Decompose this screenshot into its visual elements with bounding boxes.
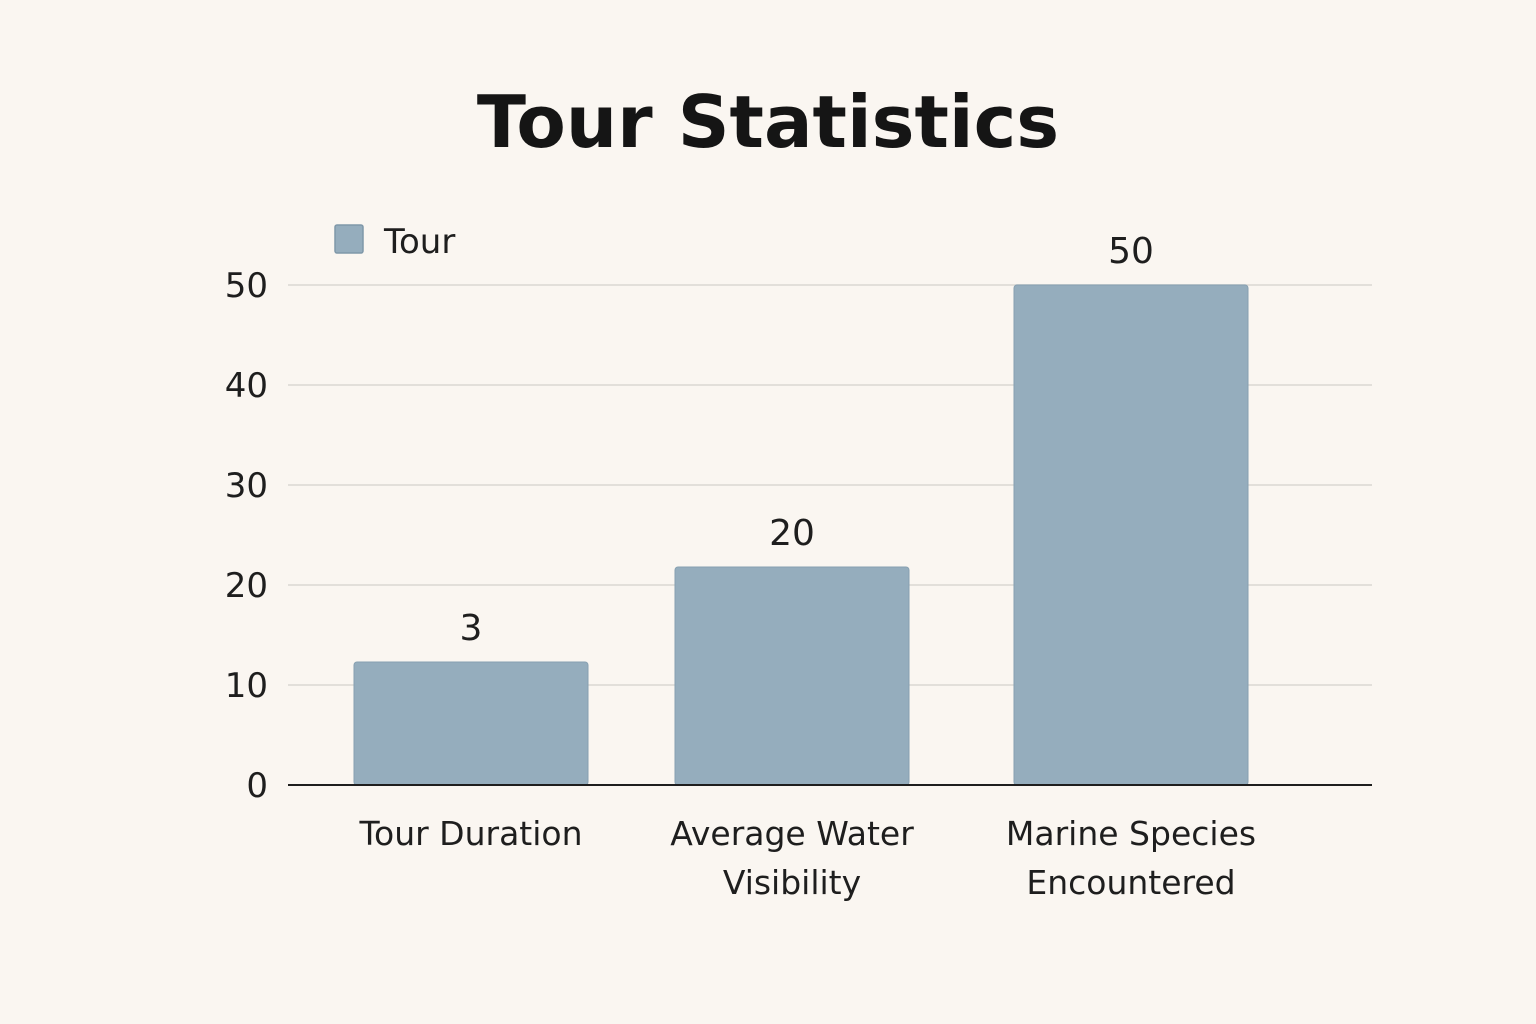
x-axis-category-labels: Tour Duration Average Water Visibility Mari… — [358, 814, 1256, 902]
bar-1 — [674, 566, 910, 786]
bar-2 — [1013, 284, 1249, 786]
category-label-2: Marine Species Encountered — [1006, 814, 1256, 902]
y-axis-tick-labels: 0 10 20 30 40 50 — [225, 266, 268, 806]
data-labels: 3 20 50 — [460, 231, 1154, 649]
legend-label-tour: Tour — [383, 222, 455, 262]
y-tick-label-20: 20 — [225, 566, 268, 606]
y-tick-label-30: 30 — [225, 466, 268, 506]
data-label-0: 3 — [460, 608, 483, 649]
category-label-1: Average Water Visibility — [670, 814, 914, 902]
chart-title: Tour Statistics — [476, 80, 1060, 164]
bar-0 — [353, 661, 589, 786]
legend-swatch-tour — [334, 224, 364, 254]
data-label-1: 20 — [769, 513, 815, 554]
category-label-0: Tour Duration — [358, 814, 582, 853]
y-tick-label-0: 0 — [246, 766, 268, 806]
y-tick-label-10: 10 — [225, 666, 268, 706]
y-tick-label-50: 50 — [225, 266, 268, 306]
legend: Tour — [334, 222, 455, 262]
bars — [353, 284, 1249, 786]
y-tick-label-40: 40 — [225, 366, 268, 406]
data-label-2: 50 — [1108, 231, 1154, 272]
